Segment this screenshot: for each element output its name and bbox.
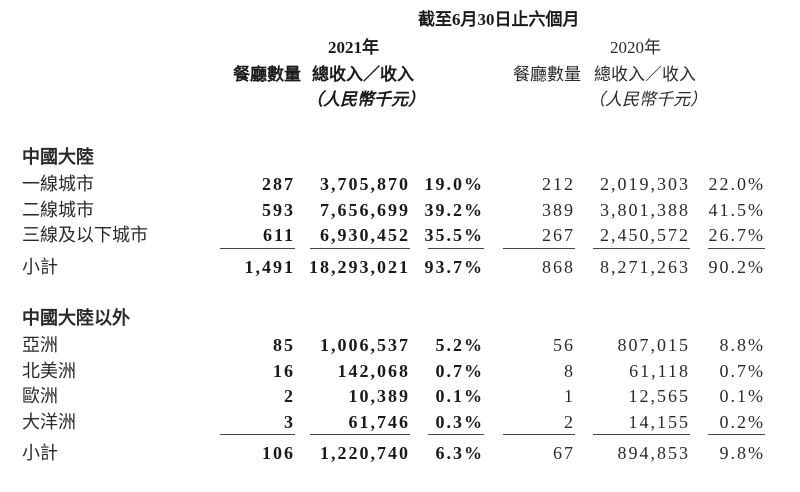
subtotal-row: 小計 1,491 18,293,021 93.7% 868 8,271,263 90.2% [0, 256, 800, 278]
revenue-2021: 6,930,452 [320, 225, 410, 245]
count-2021: 3 [284, 411, 295, 432]
revenue-2020: 12,565 [628, 386, 690, 406]
row-label: 小計 [22, 443, 58, 463]
revenue-2020: 14,155 [628, 411, 690, 432]
revenue-2021: 142,068 [337, 360, 410, 381]
share-2020: 0.7% [719, 360, 765, 381]
subtotal-rule [503, 247, 575, 249]
share-2021: 0.7% [435, 360, 484, 381]
subtotal-rule [708, 247, 765, 249]
count-2021: 85 [273, 335, 295, 355]
share-2020: 90.2% [708, 256, 765, 277]
share-2021: 93.7% [424, 256, 484, 277]
share-2020: 41.5% [708, 199, 765, 220]
unit-2020-header: （人民幣千元） [588, 90, 707, 109]
count-2020: 267 [542, 225, 575, 245]
revenue-2020: 2,019,303 [600, 174, 690, 194]
row-label: 三線及以下城市 [22, 225, 148, 245]
subtotal-rule [220, 434, 295, 435]
period-header: 截至6月30日止六個月 [418, 10, 580, 29]
share-2021: 5.2% [435, 335, 484, 355]
count-2020: 389 [542, 199, 575, 220]
share-2021: 39.2% [424, 199, 484, 220]
revenue-2021: 7,656,699 [320, 199, 410, 220]
subtotal-rule [310, 247, 410, 249]
share-2021: 35.5% [424, 225, 484, 245]
revenue-2021: 18,293,021 [309, 256, 410, 277]
revenue-2020: 807,015 [617, 335, 690, 355]
share-2020: 0.1% [719, 386, 765, 406]
count-2021: 593 [262, 199, 295, 220]
section-title: 中國大陸以外 [22, 308, 130, 328]
table-row: 歐洲 2 10,389 0.1% 1 12,565 0.1% [0, 385, 800, 407]
share-2020: 22.0% [708, 174, 765, 194]
count-2020: 8 [564, 360, 575, 381]
revenue-2020: 3,801,388 [600, 199, 690, 220]
row-label: 大洋洲 [22, 411, 76, 432]
table-row: 北美洲 16 142,068 0.7% 8 61,118 0.7% [0, 360, 800, 382]
share-2021: 19.0% [424, 174, 484, 194]
revenue-2021: 1,220,740 [320, 443, 410, 463]
count-2021: 1,491 [244, 256, 295, 277]
revenue-2021: 3,705,870 [320, 174, 410, 194]
table-row: 大洋洲 3 61,746 0.3% 2 14,155 0.2% [0, 411, 800, 433]
count-2021: 2 [284, 386, 295, 406]
revenue-2020: 2,450,572 [600, 225, 690, 245]
revenue-2021-header: 總收入／收入 [312, 65, 414, 84]
count-2021: 287 [262, 174, 295, 194]
subtotal-rule [428, 434, 484, 435]
share-2021: 0.1% [435, 386, 484, 406]
revenue-2021: 1,006,537 [320, 335, 410, 355]
table-row: 一線城市 287 3,705,870 19.0% 212 2,019,303 22.0% [0, 173, 800, 195]
row-label: 北美洲 [22, 360, 76, 381]
count-2021: 106 [262, 443, 295, 463]
share-2020: 26.7% [708, 225, 765, 245]
unit-2021-header: （人民幣千元） [306, 90, 425, 109]
count-2020: 2 [564, 411, 575, 432]
row-label: 小計 [22, 256, 58, 277]
row-label: 二線城市 [22, 199, 94, 220]
table-row: 三線及以下城市 611 6,930,452 35.5% 267 2,450,572 26.7… [0, 224, 800, 246]
subtotal-rule [310, 434, 410, 435]
revenue-2020: 61,118 [629, 360, 690, 381]
subtotal-rule [503, 434, 575, 435]
subtotal-rule [708, 434, 765, 435]
revenue-2021: 10,389 [348, 386, 410, 406]
row-label: 亞洲 [22, 335, 58, 355]
share-2021: 0.3% [435, 411, 484, 432]
share-2020: 9.8% [719, 443, 765, 463]
revenue-2020: 894,853 [617, 443, 690, 463]
subtotal-rule [220, 247, 295, 249]
count-2020: 56 [553, 335, 575, 355]
count-2021: 16 [273, 360, 295, 381]
subtotal-rule [593, 434, 690, 435]
count-2020: 1 [564, 386, 575, 406]
row-label: 歐洲 [22, 386, 58, 406]
count-2020: 212 [542, 174, 575, 194]
section-title: 中國大陸 [22, 147, 94, 167]
subtotal-rule [593, 247, 690, 249]
count-2020-header: 餐廳數量 [513, 65, 581, 84]
subtotal-row: 小計 106 1,220,740 6.3% 67 894,853 9.8% [0, 442, 800, 464]
count-2021: 611 [262, 225, 295, 245]
share-2020: 8.8% [719, 335, 765, 355]
count-2020: 67 [553, 443, 575, 463]
row-label: 一線城市 [22, 174, 94, 194]
year-2020-header: 2020年 [610, 38, 661, 57]
share-2021: 6.3% [435, 443, 484, 463]
table-row: 二線城市 593 7,656,699 39.2% 389 3,801,388 41.5% [0, 199, 800, 221]
year-2021-header: 2021年 [328, 38, 379, 57]
count-2021-header: 餐廳數量 [233, 65, 301, 84]
revenue-2020: 8,271,263 [600, 256, 690, 277]
subtotal-rule [428, 247, 484, 249]
count-2020: 868 [542, 256, 575, 277]
table-row: 亞洲 85 1,006,537 5.2% 56 807,015 8.8% [0, 334, 800, 356]
share-2020: 0.2% [719, 411, 765, 432]
revenue-2021: 61,746 [348, 411, 410, 432]
revenue-2020-header: 總收入／收入 [594, 65, 696, 84]
